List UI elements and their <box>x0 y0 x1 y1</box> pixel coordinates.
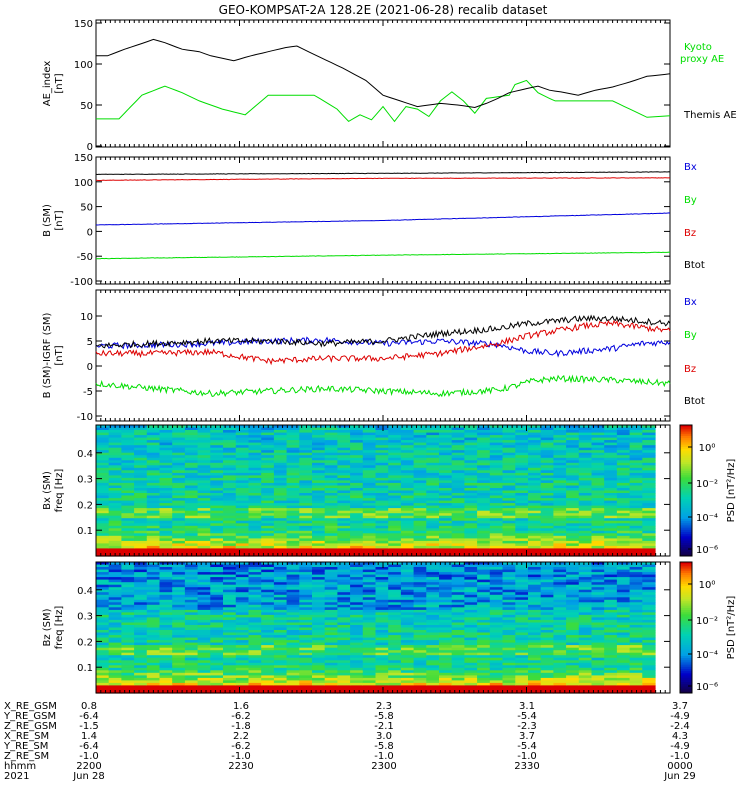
colorbar-tick-label: 10⁰ <box>699 443 716 454</box>
b-sm-panel: -100 -50 0 50 100 150 B (SM)[nT] Bx By Bz Btot <box>42 153 705 288</box>
series-line-kyoto-proxy-ae <box>96 80 670 121</box>
figure-title: GEO-KOMPSAT-2A 128.2E (2021-06-28) recal… <box>219 3 548 17</box>
series-line-by <box>96 376 670 397</box>
y-tick-label: 5 <box>87 337 93 348</box>
bz-spectrogram-panel: 0.10.20.30.4Bz (SM)freq [Hz]10⁰10⁻²10⁻⁴1… <box>42 562 737 694</box>
legend-label: Bz <box>684 364 696 375</box>
series-line-themis-ae <box>96 39 670 107</box>
y-axis-label: [nT] <box>54 210 65 230</box>
colorbar-tick-label: 10⁻⁶ <box>696 545 718 556</box>
legend-label: Bx <box>684 297 697 308</box>
y-axis-label: [nT] <box>54 345 65 365</box>
y-tick-label: -50 <box>77 252 93 263</box>
legend-label: Btot <box>684 260 705 271</box>
legend-label: Btot <box>684 396 705 407</box>
y-tick-label: 150 <box>74 153 93 164</box>
y-tick-label: 100 <box>74 60 93 71</box>
series-line-btot <box>96 172 670 175</box>
y-tick-label: 0 <box>87 142 93 153</box>
y-tick-label: 0 <box>87 362 93 373</box>
legend-label: By <box>684 330 697 341</box>
colorbar-tick-label: 10⁻⁴ <box>696 513 718 524</box>
y-axis-label: B (SM)-IGRF (SM) <box>42 313 53 399</box>
legend-label: Bx <box>684 162 697 173</box>
y-tick-label: 150 <box>74 19 93 30</box>
y-tick-label: -100 <box>70 277 93 288</box>
y-axis-label: freq [Hz] <box>54 469 65 513</box>
legend-label: Themis AE <box>683 110 737 121</box>
series-line-bx <box>96 337 670 356</box>
legend-label: Kyoto <box>684 42 712 53</box>
y-tick-label: 50 <box>80 203 93 214</box>
y-tick-label: 0.3 <box>77 475 93 486</box>
series-line-by <box>96 252 670 259</box>
y-axis-label: B (SM) <box>42 204 53 237</box>
series-line-bz <box>96 178 670 181</box>
plot-frame <box>96 20 670 147</box>
y-tick-label: 0.1 <box>77 526 93 537</box>
y-axis-label: [nT] <box>54 73 65 93</box>
y-axis-label: AE_index <box>42 61 53 107</box>
legend-label: By <box>684 195 697 206</box>
y-tick-label: 0.4 <box>77 449 93 460</box>
y-axis-label: Bx (SM) <box>42 471 53 510</box>
series-line-bx <box>96 213 670 225</box>
y-tick-label: -5 <box>83 387 93 398</box>
bx-spectrogram-panel: 0.1 0.2 0.3 0.4 Bx (SM)freq [Hz] 10⁰ 10⁻² 10⁻⁴ 1… <box>42 425 737 557</box>
colorbar-tick-label: 10⁻² <box>696 479 718 490</box>
legend-label: proxy AE <box>680 54 724 65</box>
y-tick-label: 0.2 <box>77 500 93 511</box>
plot-frame <box>96 290 670 421</box>
y-tick-label: 100 <box>74 178 93 189</box>
y-tick-label: 0 <box>87 227 93 238</box>
colorbar-label: PSD [nT²/Hz] <box>726 459 737 523</box>
y-tick-label: -10 <box>77 412 93 423</box>
legend-label: Bz <box>684 228 696 239</box>
b-minus-igrf-panel: -10 -5 0 5 10 B (SM)-IGRF (SM)[nT] Bx By Bz Btot <box>42 290 705 423</box>
y-tick-label: 50 <box>80 101 93 112</box>
y-tick-label: 10 <box>80 312 93 323</box>
